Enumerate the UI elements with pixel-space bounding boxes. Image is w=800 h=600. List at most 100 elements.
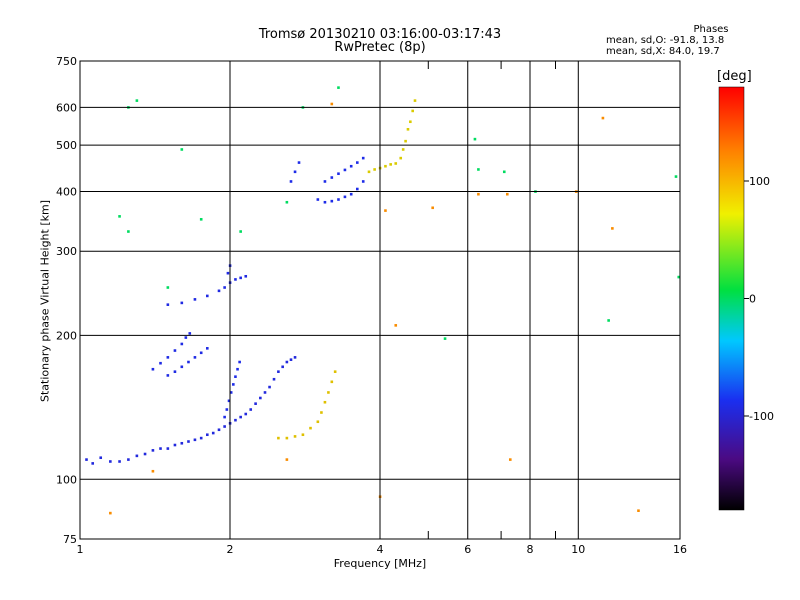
data-point [244,412,248,416]
data-point [244,274,248,278]
x-tick-labels: 1 2 4 6 8 10 16 [77,543,688,556]
data-point [316,420,320,424]
data-point [330,199,334,203]
data-point [337,172,340,176]
data-point [229,391,233,394]
data-point [118,460,121,463]
x-tick-label: 6 [464,543,471,556]
colorbar-tick-label: -100 [749,410,774,423]
data-point [184,336,188,339]
data-point [234,375,237,378]
data-point [677,275,681,279]
data-point [173,370,177,373]
grid-lines [80,61,680,539]
colorbar-tick-label: 100 [749,175,770,188]
data-point [320,411,323,414]
data-point [99,456,103,460]
y-tick-label: 75 [63,533,77,546]
y-tick-label: 200 [56,329,77,342]
data-point [226,271,230,275]
phase-stats-heading: Phases [693,24,729,35]
phase-stats-x: mean, sd,X: 84.0, 19.7 [606,46,720,57]
data-point [285,200,289,204]
y-tick-label: 500 [56,139,77,152]
data-point [193,298,197,301]
data-point [406,127,410,131]
data-point [188,332,192,335]
data-point [227,399,231,403]
data-point [187,440,190,443]
chart-title: Tromsø 20130210 03:16:00-03:17:43 [258,27,502,42]
data-point [166,447,170,450]
data-point [637,509,640,512]
data-point [611,227,614,230]
data-point [109,511,112,515]
data-point [343,168,347,172]
data-point [355,161,359,164]
data-point [399,156,403,160]
data-point [159,447,162,450]
data-point [277,370,280,373]
y-tick-label: 100 [56,473,77,486]
data-point [173,349,177,352]
data-point [327,391,330,394]
y-tick-label: 750 [56,55,77,68]
data-markers [85,86,681,515]
data-point [285,458,289,461]
data-point [199,436,203,440]
data-point [293,170,297,174]
data-point [166,356,170,359]
data-point [293,356,297,359]
data-point [135,99,139,102]
data-point [505,192,509,196]
data-point [297,161,301,164]
y-tick-labels: 75 100 200 300 400 500 600 750 [56,55,77,546]
x-tick-label: 10 [571,543,585,556]
data-point [361,180,365,183]
data-point [330,176,334,179]
data-point [109,460,112,463]
data-point [367,170,371,174]
data-point [337,86,340,89]
data-point [238,360,241,364]
data-point [193,438,197,442]
data-point [293,435,297,438]
y-tick-label: 300 [56,245,77,258]
data-point [193,356,197,359]
y-tick-label: 600 [56,101,77,114]
data-point [180,301,184,305]
data-point [173,443,177,447]
data-point [443,337,447,340]
data-point [384,164,387,168]
x-tick-label: 16 [673,543,687,556]
data-point [151,469,155,473]
data-point [166,303,170,306]
data-point [217,428,221,432]
data-point [166,374,170,377]
data-point [118,215,121,218]
data-point [234,418,237,422]
phase-stats: Phases mean, sd,O: -91.8, 13.8 mean, sd,… [606,24,776,57]
data-point [205,347,209,350]
data-point [259,396,262,400]
data-point [330,380,334,384]
data-point [316,198,320,201]
data-point [323,180,327,183]
data-point [477,192,480,196]
data-point [411,109,414,113]
data-point [239,230,242,233]
data-point [389,163,392,166]
data-point [309,426,312,430]
data-point [234,278,237,281]
y-axis-title: Stationary phase Virtual Height [km] [38,199,52,403]
data-point [394,324,398,327]
colorbar [718,86,745,511]
data-point [254,402,257,405]
data-point [127,230,130,233]
data-point [249,408,253,411]
data-point [394,162,398,165]
data-point [285,436,289,440]
data-point [268,385,271,389]
data-point [272,377,276,381]
